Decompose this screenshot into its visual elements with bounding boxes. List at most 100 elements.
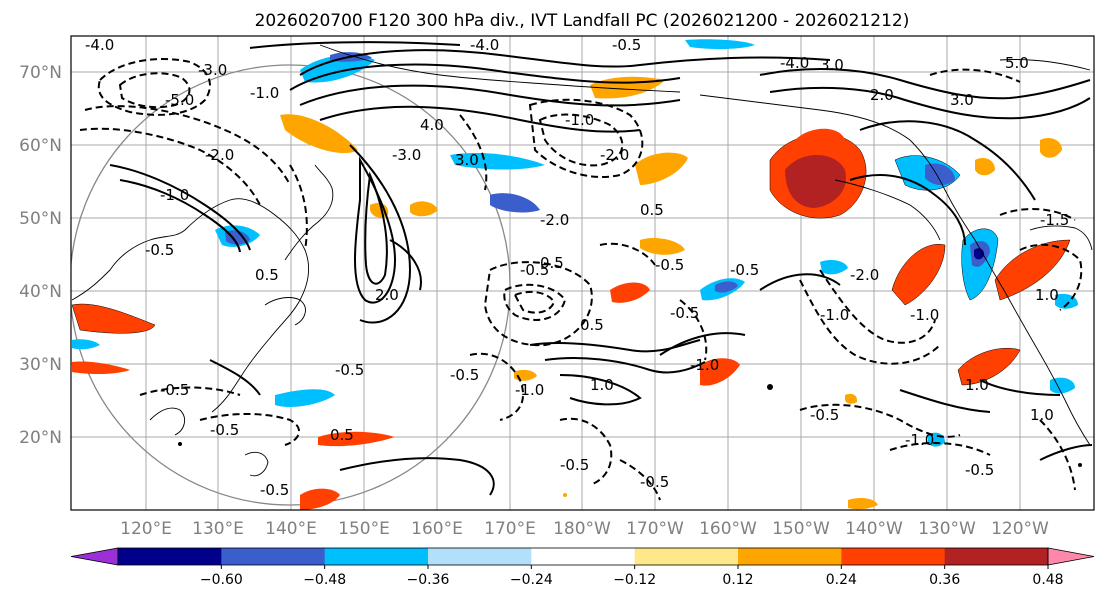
lat-label: 30°N xyxy=(19,355,62,375)
lat-label: 70°N xyxy=(19,63,62,83)
contour-label: -4.0 xyxy=(85,36,114,54)
contour-label: 5.0 xyxy=(1005,54,1029,72)
lon-label: 170°E xyxy=(484,519,536,539)
colorbar-tick-label: 0.12 xyxy=(722,572,753,588)
contour-label: -1.0 xyxy=(820,306,849,324)
lon-label: 150°E xyxy=(338,519,390,539)
contour-label: -0.5 xyxy=(210,421,239,439)
contour-label: -0.5 xyxy=(260,481,289,499)
colorbar-tick-label: 0.24 xyxy=(826,572,857,588)
contour-label: 2.0 xyxy=(375,286,399,304)
contour-label: -2.0 xyxy=(600,146,629,164)
contour-label: -0.5 xyxy=(560,456,589,474)
lat-label: 60°N xyxy=(19,136,62,156)
longitude-labels: 120°E 130°E 140°E 150°E 160°E 170°E 180°… xyxy=(120,519,1049,539)
contour-label: -0.5 xyxy=(730,261,759,279)
lon-label: 160°E xyxy=(411,519,463,539)
colorbar-segment xyxy=(531,548,636,565)
colorbar-segment xyxy=(118,548,222,565)
colorbar-segment xyxy=(324,548,429,565)
contour-label: -0.5 xyxy=(810,406,839,424)
contour-label: 1.0 xyxy=(1035,286,1059,304)
lon-label: 150°W xyxy=(772,519,830,539)
contour-label: -4.0 xyxy=(780,54,809,72)
contour-label: -3.0 xyxy=(392,146,421,164)
colorbar-tick-label: −0.12 xyxy=(613,572,656,588)
contour-label: -2.0 xyxy=(850,266,879,284)
colorbar-segment xyxy=(428,548,532,565)
contour-label: -3.0 xyxy=(198,61,227,79)
contour-label: -5.0 xyxy=(165,91,194,109)
contour-label: -0.5 xyxy=(335,361,364,379)
contour-label: -1.5 xyxy=(1040,211,1069,229)
radius-circle xyxy=(71,64,511,506)
colorbar-extend-low xyxy=(70,547,119,566)
contour-label: -1.0 xyxy=(515,381,544,399)
lon-label: 140°W xyxy=(845,519,903,539)
contour-label: -1.0 xyxy=(910,306,939,324)
contour-label: -1.0 xyxy=(690,356,719,374)
contour-label: 1.0 xyxy=(1030,406,1054,424)
contour-label: -0.5 xyxy=(160,381,189,399)
colorbar-segment xyxy=(841,548,946,565)
contour-label: 0.5 xyxy=(255,266,279,284)
lon-label: 120°W xyxy=(991,519,1049,539)
contour-label: 1.0 xyxy=(590,376,614,394)
lon-label: 120°E xyxy=(120,519,172,539)
colorbar-extend-high xyxy=(1047,547,1095,566)
colorbar-tick-label: 0.48 xyxy=(1032,572,1063,588)
lon-label: 130°E xyxy=(192,519,244,539)
colorbar-tick-label: −0.60 xyxy=(200,572,243,588)
lon-label: 180°W xyxy=(553,519,611,539)
colorbar-tick-label: −0.48 xyxy=(303,572,346,588)
contour-label: 1.0 xyxy=(965,376,989,394)
colorbar-tick-label: −0.24 xyxy=(510,572,553,588)
contour-label: -1.0 xyxy=(160,186,189,204)
contour-label: -0.5 xyxy=(450,366,479,384)
contour-label: -0.5 xyxy=(965,461,994,479)
contour-label: 4.0 xyxy=(420,116,444,134)
lon-label: 170°W xyxy=(626,519,684,539)
contour-label: 3.0 xyxy=(820,56,844,74)
colorbar-tick-label: −0.36 xyxy=(407,572,450,588)
contour-label: -1.0 xyxy=(905,431,934,449)
contour-label: 0.5 xyxy=(580,316,604,334)
contour-label: -0.5 xyxy=(640,473,669,491)
contour-label: 0.5 xyxy=(640,201,664,219)
colorbar-outline xyxy=(117,547,1049,566)
contour-label: -1.0 xyxy=(565,111,594,129)
colorbar-segment xyxy=(944,548,1049,565)
lon-label: 140°E xyxy=(265,519,317,539)
contour-label: -0.5 xyxy=(670,304,699,322)
lat-label: 40°N xyxy=(19,282,62,302)
lat-label: 20°N xyxy=(19,428,62,448)
contour-label: 0.5 xyxy=(540,254,564,272)
colorbar: −0.60 −0.48 −0.36 −0.24 −0.12 0.12 0.24 0.36 0.4… xyxy=(70,547,1095,588)
latitude-labels: 70°N 60°N 50°N 40°N 30°N 20°N xyxy=(19,63,62,448)
lon-label: 130°W xyxy=(918,519,976,539)
contour-label: -0.5 xyxy=(145,241,174,259)
colorbar-segment xyxy=(738,548,842,565)
dots xyxy=(178,384,1082,497)
lat-label: 50°N xyxy=(19,209,62,229)
contour-label: 2.0 xyxy=(870,86,894,104)
colorbar-tick-label: 0.36 xyxy=(929,572,960,588)
contour-label: 3.0 xyxy=(950,91,974,109)
map-title: 2026020700 F120 300 hPa div., IVT Landfa… xyxy=(255,11,910,31)
lon-label: 160°W xyxy=(699,519,757,539)
colorbar-segment xyxy=(221,548,326,565)
contour-label: -0.5 xyxy=(655,256,684,274)
contour-label: 0.5 xyxy=(330,426,354,444)
map-content: -5.0 -3.0 -4.0 -2.0 -1.0 -0.5 0.5 1.0 2.… xyxy=(71,36,1094,510)
negative-contours xyxy=(79,58,1083,501)
contour-label: -0.5 xyxy=(612,36,641,54)
contour-labels: -5.0 -3.0 -4.0 -2.0 -1.0 -0.5 0.5 1.0 2.… xyxy=(85,36,1069,499)
colorbar-segment xyxy=(634,548,739,565)
contour-label: -0.5 xyxy=(520,261,549,279)
contour-label: -2.0 xyxy=(205,146,234,164)
contour-label: -1.0 xyxy=(250,84,279,102)
contour-label: 3.0 xyxy=(455,151,479,169)
positive-contours xyxy=(109,41,1093,496)
map-frame xyxy=(70,35,1095,511)
